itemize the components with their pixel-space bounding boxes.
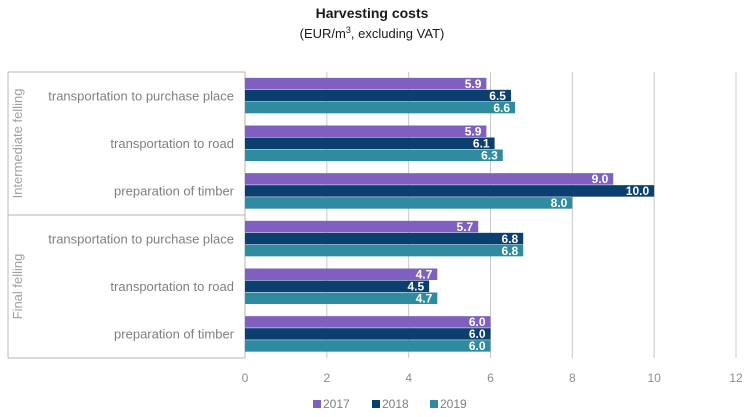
bar-value-label: 6.1 <box>473 137 490 151</box>
bar-value-label: 5.9 <box>465 77 482 91</box>
bar-value-label: 6.0 <box>469 339 486 353</box>
bar-value-label: 10.0 <box>626 184 650 198</box>
bar-value-label: 4.7 <box>416 292 433 306</box>
category-label: preparation of timber <box>114 327 235 342</box>
bar-value-label: 4.5 <box>407 280 424 294</box>
bar-value-label: 5.7 <box>457 220 474 234</box>
x-tick-label: 0 <box>242 371 249 385</box>
legend-label: 2017 <box>323 397 350 411</box>
bar-2018 <box>245 185 655 197</box>
chart-subtitle: (EUR/m3, excluding VAT) <box>300 25 445 41</box>
chart-title: Harvesting costs <box>316 5 429 21</box>
legend-label: 2019 <box>440 397 467 411</box>
bars <box>245 77 655 352</box>
bar-2019 <box>245 340 491 352</box>
group-label: Intermediate felling <box>10 89 25 199</box>
x-tick-label: 6 <box>487 371 494 385</box>
legend-label: 2018 <box>382 397 409 411</box>
bar-2017 <box>245 268 438 280</box>
bar-2019 <box>245 292 438 304</box>
legend-swatch-2017 <box>313 400 321 408</box>
category-frame <box>7 71 246 359</box>
bar-value-label: 6.0 <box>469 315 486 329</box>
bar-value-label: 9.0 <box>592 172 609 186</box>
bar-value-label: 6.8 <box>502 244 519 258</box>
category-label: transportation to road <box>110 279 234 294</box>
x-tick-label: 2 <box>323 371 330 385</box>
gridlines <box>244 72 737 358</box>
bar-value-label: 6.0 <box>469 327 486 341</box>
bar-value-label: 6.6 <box>493 101 510 115</box>
group-label: Final felling <box>10 254 25 320</box>
bar-2019 <box>245 101 516 114</box>
x-tick-label: 4 <box>405 371 412 385</box>
bar-value-label: 4.7 <box>416 268 433 282</box>
bar-value-label: 6.8 <box>502 232 519 246</box>
category-label: transportation to purchase place <box>48 88 234 103</box>
bar-2018 <box>245 137 495 149</box>
bar-value-label: 5.9 <box>465 125 482 139</box>
bar-2018 <box>245 280 430 292</box>
bar-2017 <box>245 77 487 90</box>
bar-2019 <box>245 244 524 257</box>
bar-2019 <box>245 197 573 209</box>
bar-2018 <box>245 89 511 102</box>
bar-value-label: 6.3 <box>481 149 498 163</box>
category-label: transportation to road <box>110 136 234 151</box>
legend-swatch-2018 <box>372 400 380 408</box>
category-label: preparation of timber <box>114 184 235 199</box>
legend: 2017 2018 2019 <box>313 397 467 411</box>
bar-value-label: 6.5 <box>489 89 506 103</box>
x-tick-label: 12 <box>729 371 743 385</box>
bar-2019 <box>245 149 503 161</box>
labels: 0 2 4 6 8 10 12 Intermediate felling transportat… <box>10 77 743 385</box>
bar-2017 <box>245 220 479 233</box>
bar-2017 <box>245 125 487 137</box>
legend-swatch-2019 <box>430 400 438 408</box>
bar-2018 <box>245 328 491 340</box>
x-tick-label: 10 <box>647 371 661 385</box>
category-label: transportation to purchase place <box>48 231 234 246</box>
bar-value-label: 8.0 <box>551 196 568 210</box>
bar-2017 <box>245 173 614 185</box>
bar-2017 <box>245 316 491 328</box>
bar-2018 <box>245 232 524 245</box>
x-tick-label: 8 <box>569 371 576 385</box>
